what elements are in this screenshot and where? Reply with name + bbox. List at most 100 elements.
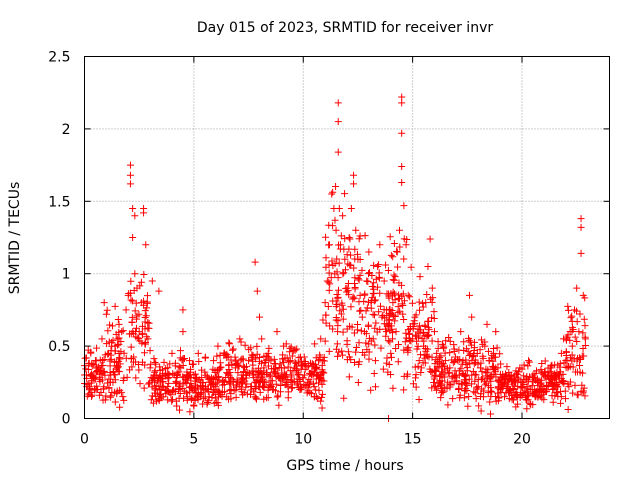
- data-point: [87, 370, 95, 378]
- data-point: [537, 366, 545, 374]
- data-point: [309, 370, 317, 378]
- data-point: [132, 315, 140, 323]
- data-point: [508, 377, 516, 385]
- data-point: [428, 337, 436, 345]
- data-point: [525, 357, 533, 365]
- data-point: [372, 383, 380, 391]
- data-point: [483, 320, 491, 328]
- data-point: [399, 310, 407, 318]
- data-point: [370, 290, 378, 298]
- data-point: [333, 300, 341, 308]
- data-point: [96, 377, 104, 385]
- data-point: [142, 241, 150, 249]
- y-axis-label: SRMTID / TECUs: [7, 182, 23, 295]
- data-point: [273, 393, 281, 401]
- data-point: [500, 376, 508, 384]
- data-point: [490, 365, 498, 373]
- data-point: [241, 341, 249, 349]
- data-point: [128, 319, 136, 327]
- data-point: [404, 370, 412, 378]
- data-point: [402, 329, 410, 337]
- data-point: [412, 311, 420, 319]
- data-point: [140, 271, 148, 279]
- data-point: [355, 235, 363, 243]
- data-point: [201, 354, 209, 362]
- data-point: [172, 374, 180, 382]
- data-point: [370, 261, 378, 269]
- data-point: [101, 396, 109, 404]
- data-point: [119, 393, 127, 401]
- data-point: [529, 401, 537, 409]
- data-point: [357, 306, 365, 314]
- data-point: [422, 347, 430, 355]
- data-point: [317, 335, 325, 343]
- data-point: [564, 331, 572, 339]
- data-point: [355, 276, 363, 284]
- data-point: [464, 402, 472, 410]
- data-point: [581, 294, 589, 302]
- data-point: [103, 306, 111, 314]
- data-point: [300, 353, 308, 361]
- data-point: [434, 383, 442, 391]
- data-point: [344, 287, 352, 295]
- data-point: [339, 270, 347, 278]
- data-point: [84, 346, 92, 354]
- data-point: [421, 354, 429, 362]
- data-point: [239, 355, 247, 363]
- data-point: [234, 369, 242, 377]
- data-point: [429, 294, 437, 302]
- data-point: [256, 354, 264, 362]
- data-point: [530, 386, 538, 394]
- data-point: [264, 386, 272, 394]
- data-point: [232, 393, 240, 401]
- data-point: [580, 315, 588, 323]
- data-point: [557, 349, 565, 357]
- data-point: [436, 372, 444, 380]
- data-point: [179, 373, 187, 381]
- data-point: [356, 255, 364, 263]
- data-point: [275, 401, 283, 409]
- data-point: [289, 367, 297, 375]
- data-point: [509, 391, 517, 399]
- data-point: [219, 376, 227, 384]
- data-point: [473, 350, 481, 358]
- data-point: [347, 303, 355, 311]
- data-point: [131, 212, 139, 220]
- data-point: [188, 361, 196, 369]
- data-point: [410, 317, 418, 325]
- data-point: [566, 354, 574, 362]
- data-point: [117, 388, 125, 396]
- data-point: [202, 371, 210, 379]
- data-point: [400, 346, 408, 354]
- data-point: [334, 274, 342, 282]
- data-point: [371, 357, 379, 365]
- data-point: [179, 306, 187, 314]
- data-point: [406, 330, 414, 338]
- data-point: [435, 379, 443, 387]
- data-points: [81, 93, 589, 422]
- data-point: [519, 390, 527, 398]
- data-point: [343, 356, 351, 364]
- data-point: [368, 282, 376, 290]
- data-point: [286, 357, 294, 365]
- data-point: [183, 396, 191, 404]
- data-point: [148, 392, 156, 400]
- data-point: [344, 260, 352, 268]
- data-point: [115, 320, 123, 328]
- data-point: [292, 359, 300, 367]
- data-point: [580, 352, 588, 360]
- data-point: [170, 386, 178, 394]
- y-tick-label: 1: [62, 267, 71, 283]
- data-point: [331, 270, 339, 278]
- data-point: [156, 363, 164, 371]
- data-point: [544, 372, 552, 380]
- data-point: [478, 385, 486, 393]
- data-point: [118, 328, 126, 336]
- data-point: [370, 370, 378, 378]
- data-point: [391, 317, 399, 325]
- data-point: [164, 364, 172, 372]
- data-point: [557, 393, 565, 401]
- data-point: [387, 349, 395, 357]
- data-point: [537, 379, 545, 387]
- data-point: [581, 392, 589, 400]
